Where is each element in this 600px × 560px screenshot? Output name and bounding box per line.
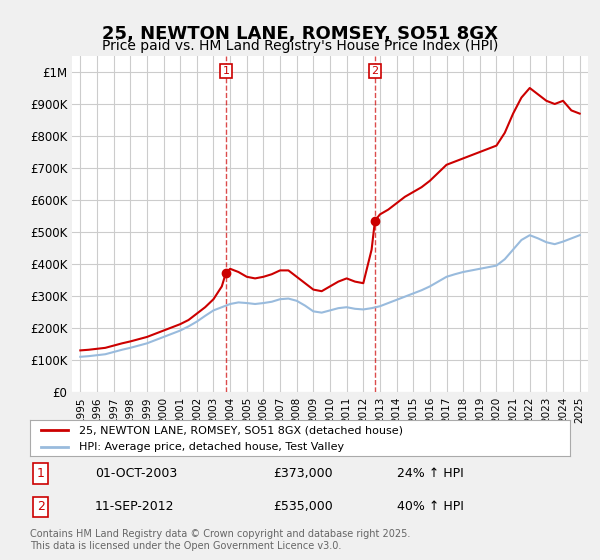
Text: HPI: Average price, detached house, Test Valley: HPI: Average price, detached house, Test… xyxy=(79,442,344,452)
Text: 24% ↑ HPI: 24% ↑ HPI xyxy=(397,467,464,480)
Text: 01-OCT-2003: 01-OCT-2003 xyxy=(95,467,177,480)
Text: £535,000: £535,000 xyxy=(273,500,333,514)
Text: 25, NEWTON LANE, ROMSEY, SO51 8GX: 25, NEWTON LANE, ROMSEY, SO51 8GX xyxy=(102,25,498,43)
Text: 11-SEP-2012: 11-SEP-2012 xyxy=(95,500,175,514)
Text: £373,000: £373,000 xyxy=(273,467,332,480)
Text: 2: 2 xyxy=(37,500,45,514)
Text: 25, NEWTON LANE, ROMSEY, SO51 8GX (detached house): 25, NEWTON LANE, ROMSEY, SO51 8GX (detac… xyxy=(79,425,403,435)
Text: 1: 1 xyxy=(223,66,229,76)
Text: Price paid vs. HM Land Registry's House Price Index (HPI): Price paid vs. HM Land Registry's House … xyxy=(102,39,498,53)
Text: Contains HM Land Registry data © Crown copyright and database right 2025.
This d: Contains HM Land Registry data © Crown c… xyxy=(30,529,410,551)
Text: 40% ↑ HPI: 40% ↑ HPI xyxy=(397,500,464,514)
Text: 2: 2 xyxy=(371,66,379,76)
Text: 1: 1 xyxy=(37,467,45,480)
